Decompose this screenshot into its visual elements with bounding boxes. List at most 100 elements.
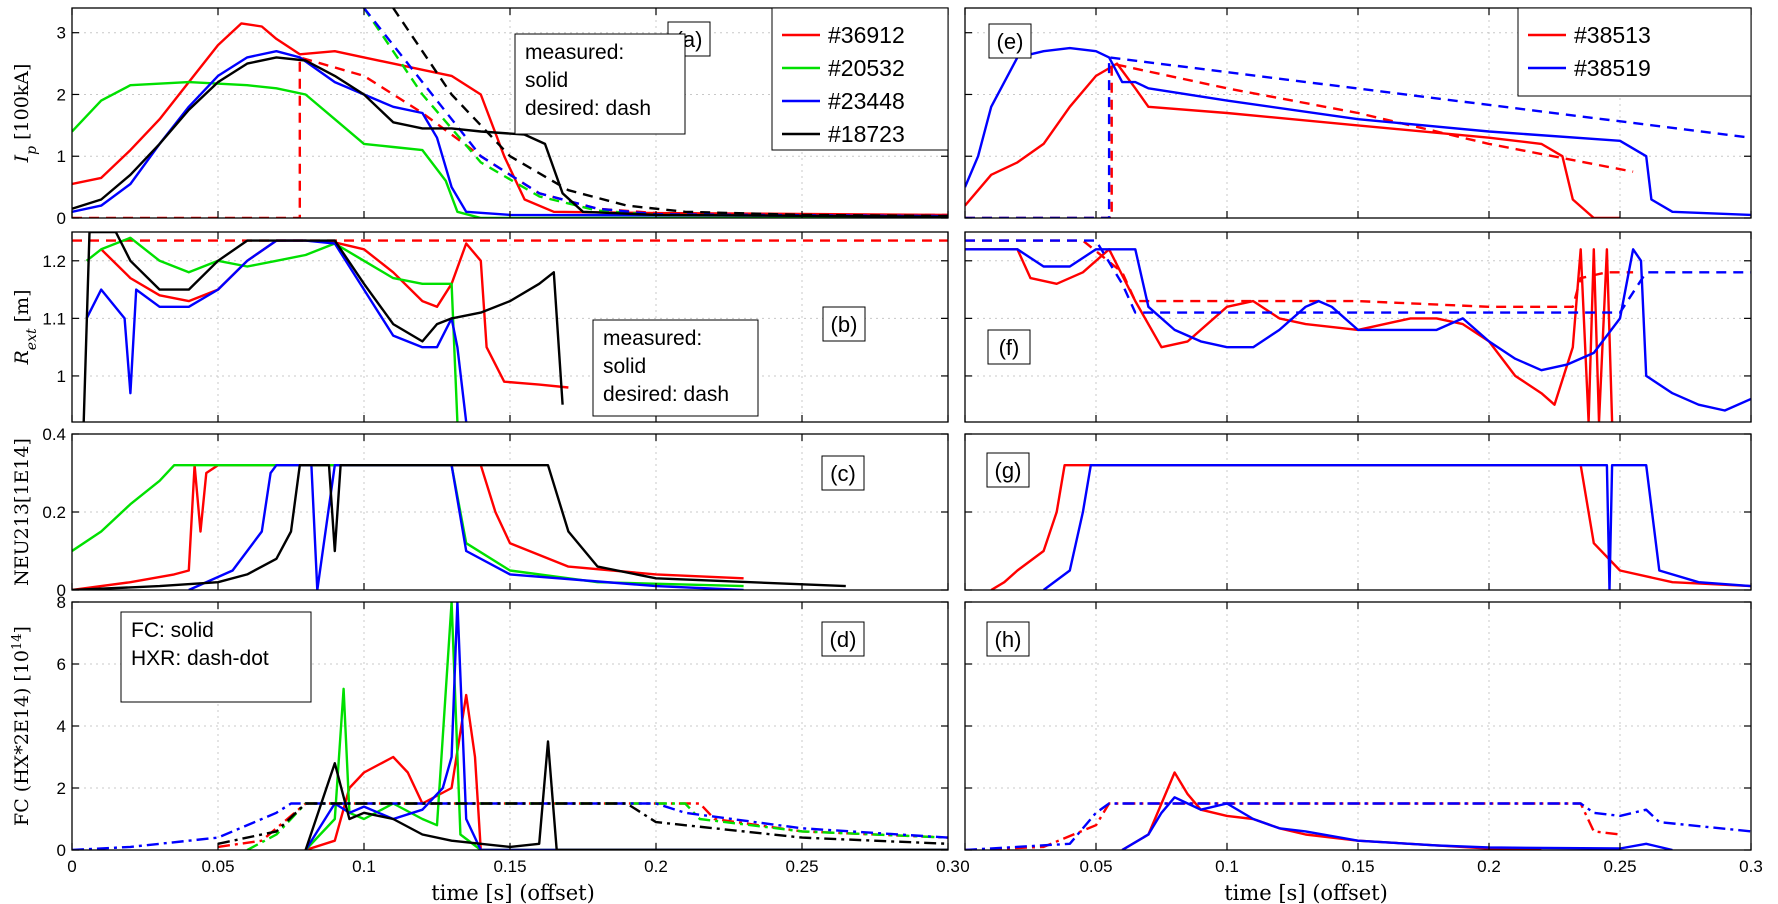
panel-background bbox=[965, 232, 1751, 422]
series-line-38519-dash bbox=[965, 239, 1751, 314]
series-line-38513-solid bbox=[965, 62, 1620, 218]
y-tick-label: 0 bbox=[57, 841, 66, 860]
panel-tag-box bbox=[988, 23, 1032, 59]
x-axis-label-left: time [s] (offset) bbox=[431, 881, 595, 904]
series-group bbox=[72, 232, 948, 422]
series-line-18723-solid bbox=[304, 740, 948, 850]
panel-tag-box bbox=[986, 621, 1030, 657]
series-line-20532-solid bbox=[85, 236, 459, 422]
x-tick-label: 0.2 bbox=[644, 857, 668, 876]
note-line: solid bbox=[603, 355, 646, 378]
y-tick-label: 3 bbox=[57, 24, 66, 43]
y-axis-label-part: p bbox=[24, 146, 40, 155]
y-tick-label: 1.1 bbox=[42, 309, 66, 328]
series-line-36912-solid bbox=[72, 22, 948, 217]
y-axis-label-part: 14 bbox=[10, 633, 25, 650]
tick-marks bbox=[71, 232, 949, 422]
y-axis-label: Rext [m] bbox=[11, 289, 40, 365]
series-line-20532-solid bbox=[304, 602, 948, 850]
note-box bbox=[592, 319, 759, 417]
panel-tag-box bbox=[987, 329, 1031, 365]
y-tick-label: 1 bbox=[57, 367, 66, 386]
series-line-36912-solid bbox=[100, 239, 569, 389]
y-tick-label: 1.2 bbox=[42, 252, 66, 271]
panel-tag-box bbox=[986, 452, 1030, 488]
panel-tag: (d) bbox=[830, 627, 857, 652]
x-tick-label: 0.2 bbox=[1477, 857, 1501, 876]
series-line-18723-solid bbox=[72, 464, 846, 590]
note-line: desired: dash bbox=[603, 383, 729, 406]
x-axis-label-right-group: time [s] (offset) bbox=[1224, 881, 1388, 904]
y-tick-label: 2 bbox=[57, 85, 66, 104]
series-group bbox=[72, 602, 948, 850]
panel-f: (f) bbox=[964, 231, 1752, 423]
series-line-23448-solid bbox=[188, 464, 744, 590]
x-tick-label: 0.05 bbox=[201, 857, 234, 876]
note-line: desired: dash bbox=[525, 97, 651, 120]
legend-box bbox=[771, 7, 949, 151]
series-line-38513-solid bbox=[990, 464, 1751, 590]
tick-marks bbox=[964, 8, 1752, 219]
y-tick-label: 6 bbox=[57, 655, 66, 674]
legend-entry: #18723 bbox=[828, 121, 905, 147]
y-tick-label: 0 bbox=[57, 209, 66, 228]
x-tick-label: 0.05 bbox=[1079, 857, 1112, 876]
series-line-20532-solid bbox=[72, 80, 948, 218]
series-line-38519-dashdot bbox=[965, 802, 1751, 850]
y-axis-label-part: FC (HX*2E14) [10 bbox=[11, 650, 33, 826]
legend-entry: #38513 bbox=[1574, 22, 1651, 48]
tick-marks bbox=[71, 601, 949, 851]
y-axis-label-part: ext bbox=[24, 328, 40, 350]
tick-marks bbox=[964, 232, 1752, 422]
y-axis-label-part: [m] bbox=[11, 289, 33, 328]
x-tick-label: 0 bbox=[960, 857, 969, 876]
grid bbox=[965, 602, 1751, 850]
panel-tag: (b) bbox=[831, 312, 858, 337]
note-box bbox=[120, 611, 312, 703]
series-line-18723-dashdot bbox=[217, 802, 948, 845]
note-line: FC: solid bbox=[131, 619, 214, 642]
y-axis-label-part: NEU213[1E14] bbox=[11, 438, 33, 586]
panel-tag: (g) bbox=[995, 458, 1022, 483]
legend-entry: #23448 bbox=[828, 88, 905, 114]
series-line-23448-dashdot bbox=[72, 802, 948, 850]
panel-tag: (f) bbox=[999, 335, 1020, 360]
panel-d: 0 2 4 6 8 0 0.05 0.1 0.15 0.2 0.25 0.3 FC (HX*2E14) … bbox=[10, 593, 960, 876]
y-axis-label-part: R bbox=[11, 350, 33, 365]
tick-marks bbox=[964, 433, 1752, 591]
grid bbox=[72, 434, 948, 590]
legend-entry: #36912 bbox=[828, 22, 905, 48]
panel-tag-box bbox=[821, 455, 865, 491]
tick-marks bbox=[71, 433, 949, 591]
series-line-18723-solid bbox=[72, 56, 948, 218]
panel-e: (e) #38513 #38519 bbox=[964, 7, 1752, 219]
y-tick-label: 8 bbox=[57, 593, 66, 612]
x-tick-label: 0.25 bbox=[1603, 857, 1636, 876]
panel-tag: (c) bbox=[830, 461, 856, 486]
series-line-38519-solid bbox=[1042, 464, 1751, 590]
x-tick-label: 0.1 bbox=[1215, 857, 1239, 876]
panel-tag: (h) bbox=[995, 627, 1022, 652]
panel-tag-box bbox=[822, 306, 866, 342]
note-line: measured: bbox=[525, 41, 624, 64]
series-group bbox=[990, 464, 1751, 590]
series-group bbox=[965, 771, 1751, 850]
note-line: measured: bbox=[603, 327, 702, 350]
y-tick-label: 4 bbox=[57, 717, 66, 736]
tick-marks bbox=[964, 601, 1752, 851]
y-axis-label: NEU213[1E14] bbox=[11, 438, 33, 586]
series-line-36912-solid bbox=[305, 693, 948, 850]
y-axis-label: FC (HX*2E14) [1014] bbox=[10, 626, 34, 826]
grid bbox=[72, 602, 948, 850]
legend-entry: #38519 bbox=[1574, 55, 1651, 81]
series-line-38513-dash bbox=[965, 62, 1634, 218]
series-group bbox=[965, 239, 1751, 422]
x-axis-label-left-group: time [s] (offset) bbox=[431, 881, 595, 904]
note-line: HXR: dash-dot bbox=[131, 647, 269, 670]
series-group bbox=[72, 464, 846, 590]
tick-marks bbox=[71, 8, 949, 219]
y-tick-label: 2 bbox=[57, 779, 66, 798]
